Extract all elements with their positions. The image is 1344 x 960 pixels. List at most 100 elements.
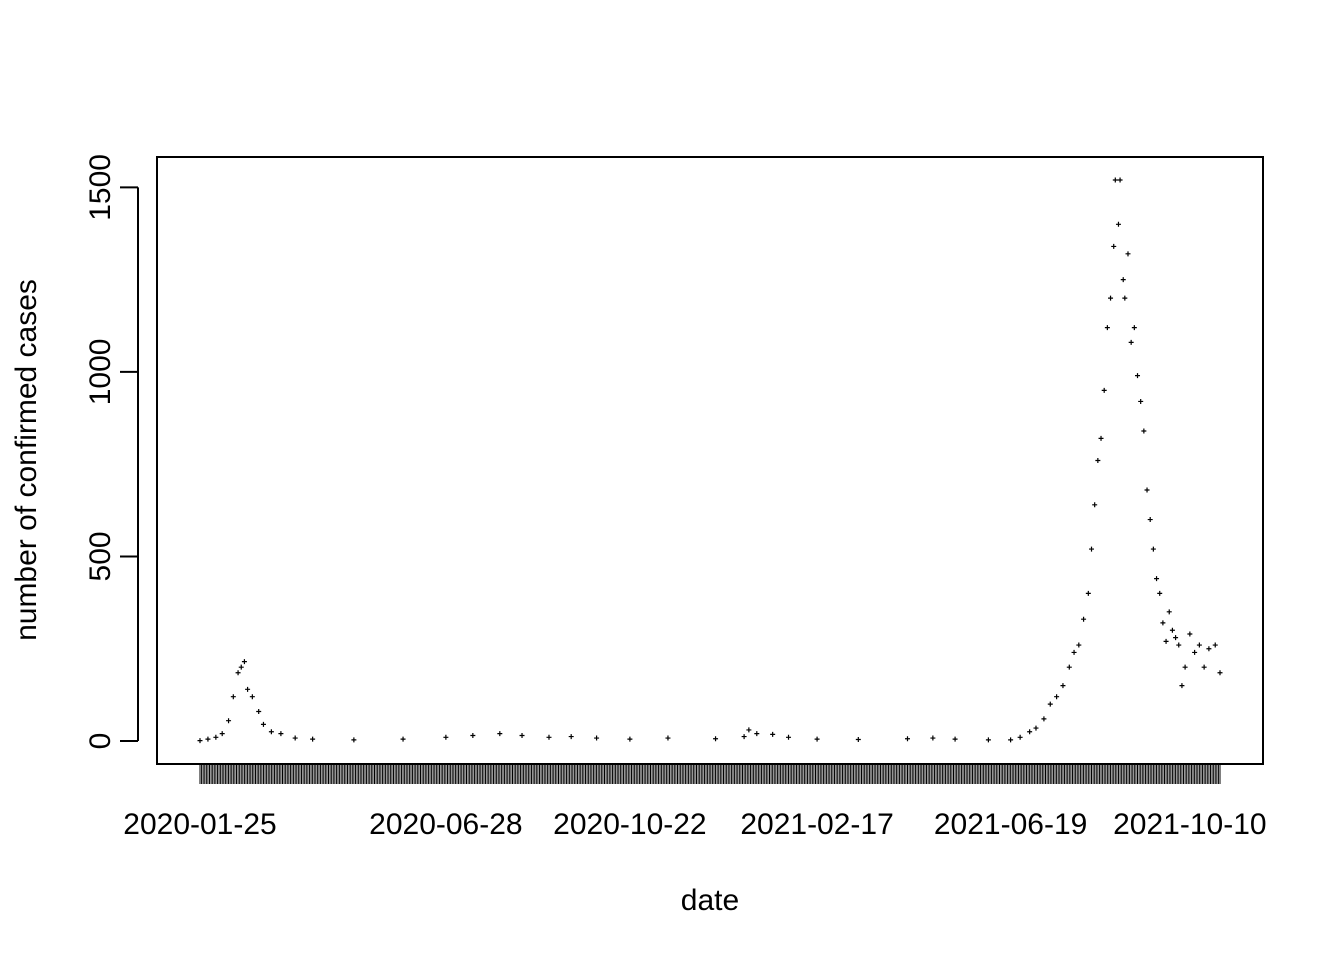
x-tick-label: 2021-06-19	[934, 808, 1087, 841]
data-point	[1173, 635, 1179, 641]
data-point	[985, 737, 991, 743]
y-axis: 0 500 1000 1500	[84, 154, 139, 750]
data-point	[855, 737, 861, 743]
data-point	[1212, 642, 1218, 648]
data-point	[741, 734, 747, 740]
x-tick-label: 2020-10-22	[553, 808, 706, 841]
data-point	[952, 736, 958, 742]
data-point	[497, 731, 503, 737]
data-point	[1176, 642, 1182, 648]
data-point	[1182, 664, 1188, 670]
x-tick-label: 2021-02-17	[740, 808, 893, 841]
data-point	[1033, 725, 1039, 731]
data-point	[1135, 373, 1141, 379]
data-point	[1120, 277, 1126, 283]
data-point	[470, 732, 476, 738]
data-point	[241, 659, 247, 665]
data-point	[1066, 664, 1072, 670]
x-tick-label: 2020-06-28	[369, 808, 522, 841]
data-point	[1060, 683, 1066, 689]
data-point	[1108, 295, 1114, 301]
data-point	[1008, 737, 1014, 743]
data-point	[1166, 609, 1172, 615]
y-tick-label: 1500	[84, 154, 117, 221]
data-point	[1138, 398, 1144, 404]
data-point	[754, 731, 760, 737]
data-point	[1169, 627, 1175, 633]
data-point	[443, 734, 449, 740]
data-point	[1098, 435, 1104, 441]
data-point	[1157, 590, 1163, 596]
data-point	[713, 736, 719, 742]
data-point	[1154, 576, 1160, 582]
data-point	[1117, 177, 1123, 183]
data-point	[594, 735, 600, 741]
data-point	[1150, 546, 1156, 552]
data-point	[219, 731, 225, 737]
data-point	[205, 736, 211, 742]
data-point	[1196, 642, 1202, 648]
data-point	[546, 734, 552, 740]
y-tick-label: 1000	[84, 339, 117, 406]
data-point	[235, 670, 241, 676]
data-point	[1112, 177, 1118, 183]
data-point	[310, 736, 316, 742]
data-point	[1187, 631, 1193, 637]
data-point	[746, 727, 752, 733]
data-point	[1081, 616, 1087, 622]
data-point	[1017, 734, 1023, 740]
data-point	[1047, 701, 1053, 707]
data-point	[1101, 387, 1107, 393]
data-point	[519, 732, 525, 738]
data-point	[238, 664, 244, 670]
data-point	[1125, 251, 1131, 257]
data-point	[213, 734, 219, 740]
data-point	[1201, 664, 1207, 670]
x-tick-marks	[199, 764, 1221, 784]
data-point	[226, 718, 232, 724]
y-tick-label: 500	[84, 531, 117, 581]
x-axis-label: date	[681, 884, 739, 917]
data-point	[627, 736, 633, 742]
data-point	[1144, 487, 1150, 493]
data-point	[1089, 546, 1095, 552]
data-point	[256, 708, 262, 714]
data-point	[1179, 683, 1185, 689]
data-point	[1115, 221, 1121, 227]
y-axis-label: number of confirmed cases	[10, 279, 43, 641]
data-point	[568, 734, 574, 740]
data-point	[1128, 339, 1134, 345]
data-point	[351, 737, 357, 743]
x-tick-label: 2021-10-10	[1113, 808, 1266, 841]
data-point	[1095, 458, 1101, 463]
plot-frame	[156, 156, 1264, 765]
data-point	[292, 735, 298, 741]
data-point	[930, 735, 936, 741]
y-tick-label: 0	[84, 733, 117, 750]
data-point	[278, 731, 284, 737]
data-point	[197, 738, 203, 744]
data-point	[814, 736, 820, 742]
x-tick-label: 2020-01-25	[123, 808, 276, 841]
data-point	[260, 721, 266, 727]
data-point	[1054, 694, 1060, 700]
data-point	[1085, 590, 1091, 596]
data-point	[400, 736, 406, 742]
data-points	[197, 177, 1223, 744]
data-point	[1206, 646, 1212, 652]
data-point	[1217, 670, 1223, 676]
data-point	[1192, 649, 1198, 655]
data-point	[1141, 428, 1147, 434]
data-point	[904, 736, 910, 742]
data-point	[249, 694, 255, 700]
data-point	[1163, 638, 1169, 644]
data-point	[1027, 729, 1033, 735]
data-point	[230, 694, 236, 700]
data-point	[665, 735, 671, 741]
data-point	[1131, 325, 1137, 331]
data-point	[1041, 716, 1047, 722]
data-point	[1092, 502, 1098, 508]
data-point	[1160, 620, 1166, 626]
data-point	[1147, 517, 1153, 523]
